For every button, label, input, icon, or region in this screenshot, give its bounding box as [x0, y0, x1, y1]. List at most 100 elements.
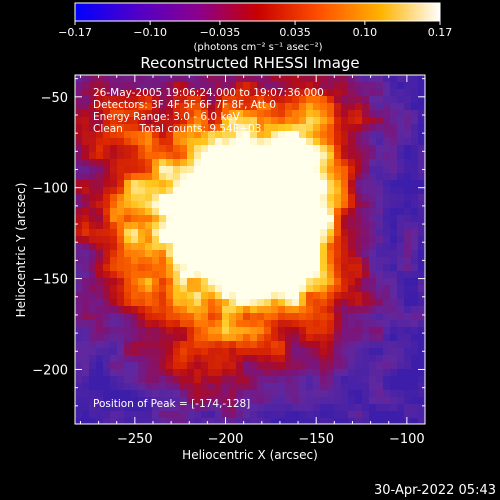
- heatmap-cell: [411, 327, 418, 334]
- heatmap-cell: [124, 320, 131, 327]
- heatmap-cell: [257, 404, 264, 411]
- heatmap-cell: [243, 320, 250, 327]
- heatmap-cell: [376, 264, 383, 271]
- heatmap-cell: [257, 236, 264, 243]
- heatmap-cell: [117, 117, 124, 124]
- heatmap-cell: [194, 208, 201, 215]
- heatmap-cell: [103, 117, 110, 124]
- heatmap-cell: [369, 341, 376, 348]
- heatmap-cell: [82, 159, 89, 166]
- heatmap-cell: [82, 96, 89, 103]
- heatmap-cell: [82, 201, 89, 208]
- heatmap-cell: [327, 264, 334, 271]
- heatmap-cell: [138, 264, 145, 271]
- heatmap-cell: [418, 124, 425, 131]
- heatmap-cell: [278, 110, 285, 117]
- heatmap-cell: [341, 355, 348, 362]
- heatmap-cell: [124, 222, 131, 229]
- heatmap-cell: [285, 250, 292, 257]
- heatmap-cell: [327, 334, 334, 341]
- heatmap-cell: [215, 264, 222, 271]
- heatmap-cell: [138, 250, 145, 257]
- heatmap-cell: [292, 110, 299, 117]
- heatmap-cell: [229, 243, 236, 250]
- heatmap-cell: [299, 243, 306, 250]
- heatmap-cell: [383, 180, 390, 187]
- heatmap-cell: [117, 313, 124, 320]
- heatmap-cell: [187, 215, 194, 222]
- heatmap-cell: [397, 334, 404, 341]
- colorbar-tick-label: −0.17: [58, 26, 92, 39]
- heatmap-cell: [411, 194, 418, 201]
- heatmap-cell: [159, 166, 166, 173]
- heatmap-cell: [201, 229, 208, 236]
- heatmap-cell: [117, 138, 124, 145]
- heatmap-cell: [145, 320, 152, 327]
- heatmap-cell: [278, 320, 285, 327]
- heatmap-cell: [348, 173, 355, 180]
- heatmap-cell: [411, 404, 418, 411]
- heatmap-cell: [397, 201, 404, 208]
- heatmap-cell: [334, 397, 341, 404]
- heatmap-cell: [187, 348, 194, 355]
- heatmap-cell: [383, 124, 390, 131]
- heatmap-cell: [250, 145, 257, 152]
- heatmap-cell: [138, 89, 145, 96]
- heatmap-cell: [75, 369, 82, 376]
- heatmap-cell: [180, 292, 187, 299]
- heatmap-cell: [194, 383, 201, 390]
- heatmap-cell: [334, 271, 341, 278]
- heatmap-cell: [103, 159, 110, 166]
- chart-title: Reconstructed RHESSI Image: [140, 54, 359, 72]
- heatmap-cell: [264, 299, 271, 306]
- heatmap-cell: [117, 82, 124, 89]
- heatmap-cell: [173, 404, 180, 411]
- heatmap-cell: [166, 75, 173, 82]
- heatmap-cell: [82, 271, 89, 278]
- heatmap-cell: [404, 355, 411, 362]
- heatmap-cell: [145, 208, 152, 215]
- heatmap-cell: [341, 383, 348, 390]
- heatmap-cell: [334, 236, 341, 243]
- heatmap-cell: [278, 243, 285, 250]
- heatmap-cell: [222, 124, 229, 131]
- heatmap-cell: [180, 404, 187, 411]
- heatmap-cell: [229, 411, 236, 418]
- heatmap-cell: [124, 299, 131, 306]
- heatmap-cell: [285, 362, 292, 369]
- heatmap-cell: [215, 145, 222, 152]
- heatmap-cell: [145, 411, 152, 418]
- heatmap-cell: [89, 236, 96, 243]
- heatmap-cell: [355, 159, 362, 166]
- heatmap-cell: [250, 110, 257, 117]
- heatmap-cell: [292, 334, 299, 341]
- heatmap-cell: [271, 138, 278, 145]
- heatmap-cell: [327, 278, 334, 285]
- heatmap-cell: [117, 89, 124, 96]
- heatmap-cell: [180, 369, 187, 376]
- heatmap-cell: [166, 362, 173, 369]
- heatmap-cell: [390, 383, 397, 390]
- heatmap-cell: [173, 194, 180, 201]
- heatmap-cell: [110, 194, 117, 201]
- heatmap-cell: [362, 362, 369, 369]
- heatmap-cell: [313, 173, 320, 180]
- heatmap-cell: [180, 131, 187, 138]
- y-tick-label: −200: [32, 363, 68, 378]
- heatmap-cell: [285, 173, 292, 180]
- heatmap-cell: [145, 418, 152, 424]
- x-tick-label: −150: [298, 432, 334, 447]
- heatmap-cell: [138, 124, 145, 131]
- heatmap-cell: [96, 341, 103, 348]
- heatmap-cell: [159, 222, 166, 229]
- colorbar: −0.17 −0.10 −0.035 0.035 0.10 0.17 (photons c…: [58, 2, 452, 53]
- heatmap-cell: [236, 194, 243, 201]
- heatmap-cell: [250, 278, 257, 285]
- heatmap-cell: [208, 229, 215, 236]
- heatmap-cell: [96, 411, 103, 418]
- heatmap-cell: [229, 383, 236, 390]
- heatmap-cell: [117, 418, 124, 424]
- heatmap-cell: [404, 180, 411, 187]
- heatmap-cell: [103, 187, 110, 194]
- heatmap-cell: [89, 313, 96, 320]
